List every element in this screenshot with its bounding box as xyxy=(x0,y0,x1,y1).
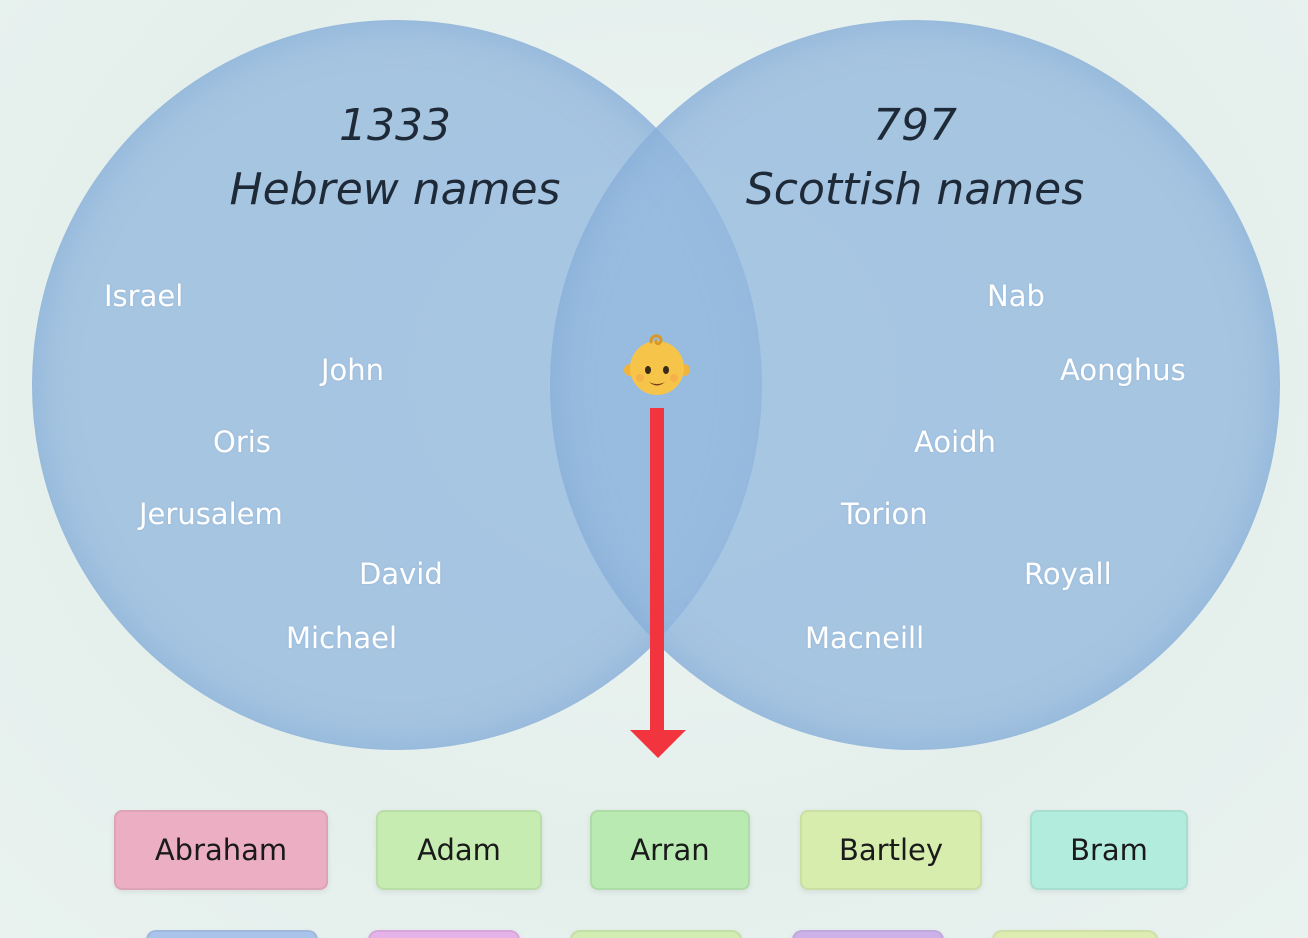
scottish-count: 797 xyxy=(873,100,957,151)
hebrew-title: Hebrew names xyxy=(229,164,561,215)
result-name-chip[interactable]: Bram xyxy=(1030,810,1188,890)
result-name-chip-partial[interactable] xyxy=(368,930,520,938)
hebrew-name: Michael xyxy=(286,621,398,655)
scottish-title: Scottish names xyxy=(745,164,1085,215)
hebrew-count: 1333 xyxy=(339,100,451,151)
result-name-chip[interactable]: Arran xyxy=(590,810,750,890)
hebrew-name: Oris xyxy=(213,425,271,459)
scottish-name: Nab xyxy=(987,279,1045,313)
hebrew-name: John xyxy=(321,353,385,387)
scottish-name: Royall xyxy=(1024,557,1112,591)
down-arrow-icon xyxy=(630,408,686,758)
hebrew-name: Jerusalem xyxy=(139,497,283,531)
scottish-name: Torion xyxy=(841,497,928,531)
baby-face-icon xyxy=(624,334,690,395)
scottish-name: Macneill xyxy=(805,621,925,655)
result-name-chip-partial[interactable] xyxy=(792,930,944,938)
scottish-name: Aoidh xyxy=(914,425,996,459)
hebrew-name: David xyxy=(359,557,443,591)
result-name-chip-partial[interactable] xyxy=(570,930,742,938)
hebrew-name: Israel xyxy=(104,279,184,313)
result-name-chip[interactable]: Abraham xyxy=(114,810,328,890)
result-name-chip[interactable]: Adam xyxy=(376,810,542,890)
scottish-name: Aonghus xyxy=(1060,353,1186,387)
result-name-chip[interactable]: Bartley xyxy=(800,810,982,890)
result-name-chip-partial[interactable] xyxy=(146,930,318,938)
result-name-chip-partial[interactable] xyxy=(992,930,1158,938)
